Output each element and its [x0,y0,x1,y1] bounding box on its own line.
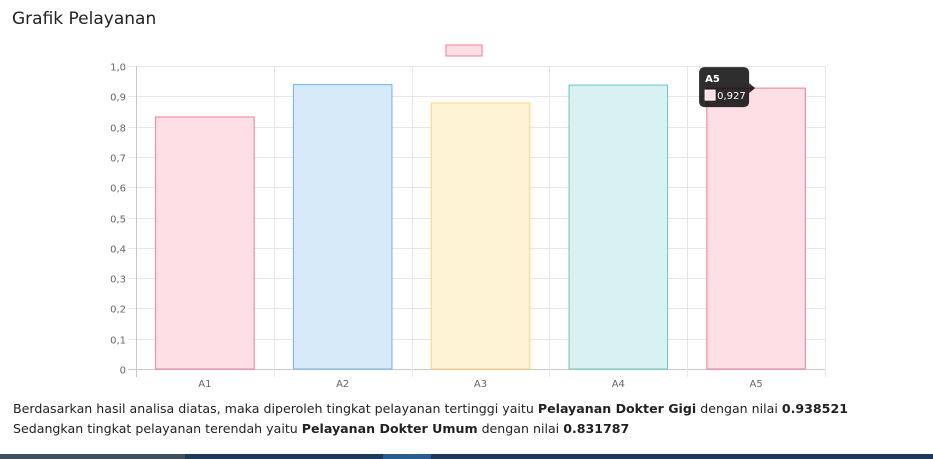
y-tick-label: 0,4 [110,245,126,256]
x-tick-label: A2 [336,379,349,390]
summary-line-highest: Berdasarkan hasil analisa diatas, maka d… [13,399,848,419]
tooltip-title: A5 [705,74,720,85]
lowest-service-value: 0.831787 [563,421,630,436]
bar-a3 [430,102,531,370]
lowest-service-name: Pelayanan Dokter Umum [301,421,478,436]
y-tick-label: 0,3 [110,275,126,286]
y-tick-label: 0,5 [110,215,126,226]
y-tick-label: 0,1 [110,336,126,347]
highest-service-value: 0.938521 [781,401,848,416]
y-tick-label: 0,8 [110,124,126,135]
x-tick-label: A5 [749,379,762,390]
summary-line1-mid: dengan nilai [696,401,782,416]
summary-line2-prefix: Sedangkan tingkat pelayanan terendah yai… [13,421,302,436]
y-tick-label: 0,7 [110,154,126,165]
x-tick-label: A1 [198,379,211,390]
x-tick-label: A4 [612,379,625,390]
legend-swatch [445,44,483,57]
page-title: Grafik Pelayanan [12,9,157,29]
highest-service-name: Pelayanan Dokter Gigi [537,401,697,416]
summary-line2-mid: dengan nilai [477,421,564,436]
bar-a1 [155,116,255,370]
y-tick-label: 0,2 [110,305,126,316]
summary-line1-prefix: Berdasarkan hasil analisa diatas, maka d… [13,401,538,416]
footer-bar [0,454,933,459]
bar-a4 [568,84,669,370]
y-tick-label: 1,0 [110,63,126,74]
y-tick-label: 0 [120,366,126,377]
tooltip-swatch [704,89,716,101]
bar-chart: 0 0,1 0,2 0,3 0,4 0,5 0,6 0,7 0,8 0,9 1,0 A1 A2 A3 A4 A… [110,44,826,390]
tooltip-value: 0,927 [717,91,746,102]
bar-a2 [292,84,393,370]
x-tick-label: A3 [474,379,487,390]
y-tick-label: 0,6 [110,184,126,195]
bar-a5 [706,87,806,370]
y-tick-label: 0,9 [110,93,126,104]
summary-line-lowest: Sedangkan tingkat pelayanan terendah yai… [13,419,848,439]
summary-text: Berdasarkan hasil analisa diatas, maka d… [13,399,848,439]
tooltip-caret [749,83,756,94]
